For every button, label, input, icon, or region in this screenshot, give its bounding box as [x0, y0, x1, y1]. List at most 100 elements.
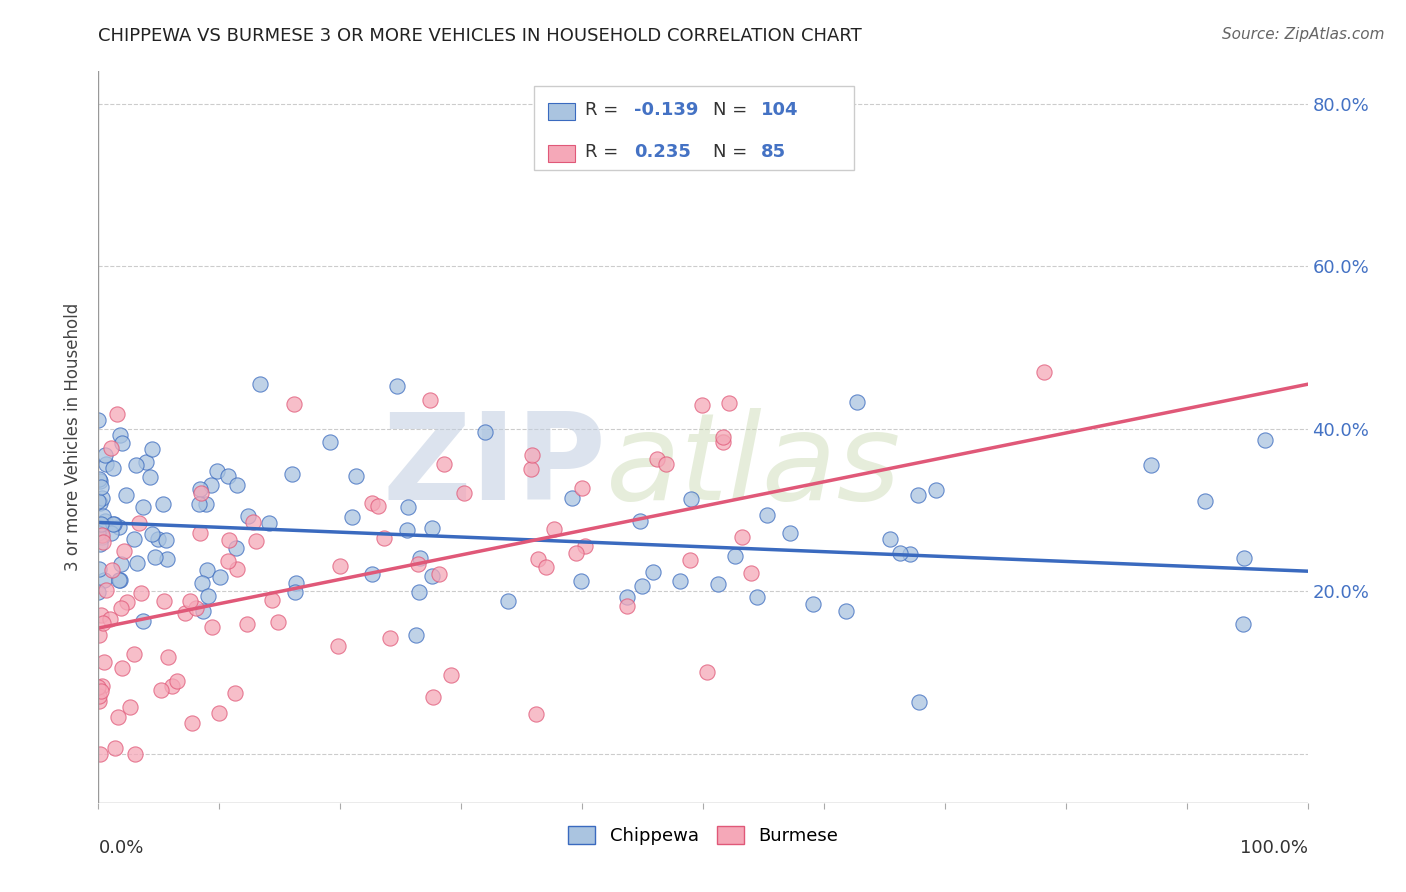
Point: [879, 532, 901, 546]
Point: [1140, 458, 1163, 472]
Point: [152, 497, 174, 511]
Point: [419, 393, 441, 408]
Point: [132, 615, 155, 629]
Point: [115, 488, 138, 502]
Point: [191, 603, 214, 617]
Point: [267, 615, 290, 629]
Point: [283, 397, 305, 411]
Point: [690, 398, 713, 412]
Point: [373, 532, 395, 546]
Point: [285, 576, 308, 591]
Point: [1233, 551, 1256, 566]
Point: [396, 500, 419, 515]
Point: [224, 686, 246, 700]
Point: [569, 574, 592, 588]
Point: [89, 472, 111, 486]
Point: [93, 573, 115, 587]
Point: [100, 526, 122, 541]
Point: [408, 557, 430, 571]
Point: [90, 528, 112, 542]
Point: [87, 413, 110, 427]
Point: [340, 509, 363, 524]
Point: [422, 568, 444, 582]
Point: [188, 482, 211, 496]
Point: [87, 584, 110, 599]
Point: [405, 628, 427, 642]
Point: [385, 378, 408, 392]
Point: [526, 552, 548, 566]
Text: 0.0%: 0.0%: [98, 839, 143, 857]
Point: [257, 516, 280, 530]
Text: N =: N =: [713, 143, 752, 161]
Point: [89, 475, 111, 489]
Point: [616, 599, 638, 613]
Point: [124, 532, 146, 546]
Point: [740, 566, 762, 580]
Point: [249, 377, 271, 392]
Point: [260, 593, 283, 607]
Point: [132, 500, 155, 515]
Point: [420, 521, 443, 535]
Point: [120, 700, 142, 714]
Point: [87, 628, 110, 642]
Point: [543, 522, 565, 536]
Point: [157, 650, 180, 665]
Point: [87, 494, 110, 508]
Point: [561, 491, 583, 505]
Point: [630, 579, 652, 593]
Point: [87, 516, 110, 531]
Point: [217, 469, 239, 483]
Point: [101, 563, 124, 577]
Text: R =: R =: [585, 101, 623, 119]
Point: [245, 533, 267, 548]
Point: [281, 467, 304, 481]
Point: [91, 508, 114, 523]
Point: [679, 552, 702, 566]
Point: [103, 461, 125, 475]
Point: [87, 689, 110, 703]
Point: [496, 594, 519, 608]
Point: [111, 436, 134, 450]
Text: atlas: atlas: [606, 408, 901, 524]
Point: [125, 458, 148, 472]
Point: [188, 525, 211, 540]
Point: [160, 679, 183, 693]
Point: [90, 679, 112, 693]
Point: [217, 554, 239, 568]
Point: [319, 434, 342, 449]
Text: R =: R =: [585, 143, 623, 161]
Point: [90, 480, 112, 494]
Point: [104, 740, 127, 755]
Point: [201, 620, 224, 634]
Point: [440, 668, 463, 682]
Point: [125, 556, 148, 570]
FancyBboxPatch shape: [548, 145, 575, 162]
Text: 0.235: 0.235: [634, 143, 690, 161]
Point: [190, 576, 212, 591]
Point: [628, 514, 651, 528]
Point: [524, 706, 547, 721]
Point: [96, 582, 118, 597]
Point: [647, 452, 669, 467]
Point: [409, 550, 432, 565]
Point: [94, 514, 117, 528]
Point: [179, 594, 201, 608]
Point: [427, 567, 450, 582]
Point: [124, 747, 146, 761]
Y-axis label: 3 or more Vehicles in Household: 3 or more Vehicles in Household: [65, 303, 83, 571]
Text: N =: N =: [713, 101, 752, 119]
Point: [668, 574, 690, 588]
Point: [520, 448, 543, 462]
Point: [641, 566, 664, 580]
Legend: Chippewa, Burmese: Chippewa, Burmese: [561, 819, 845, 852]
Point: [110, 557, 132, 571]
Point: [143, 550, 166, 565]
Point: [139, 470, 162, 484]
Point: [242, 516, 264, 530]
Point: [200, 477, 222, 491]
Point: [731, 530, 754, 544]
Text: 85: 85: [761, 143, 786, 161]
Point: [1194, 494, 1216, 508]
Point: [101, 517, 124, 532]
Point: [845, 394, 868, 409]
